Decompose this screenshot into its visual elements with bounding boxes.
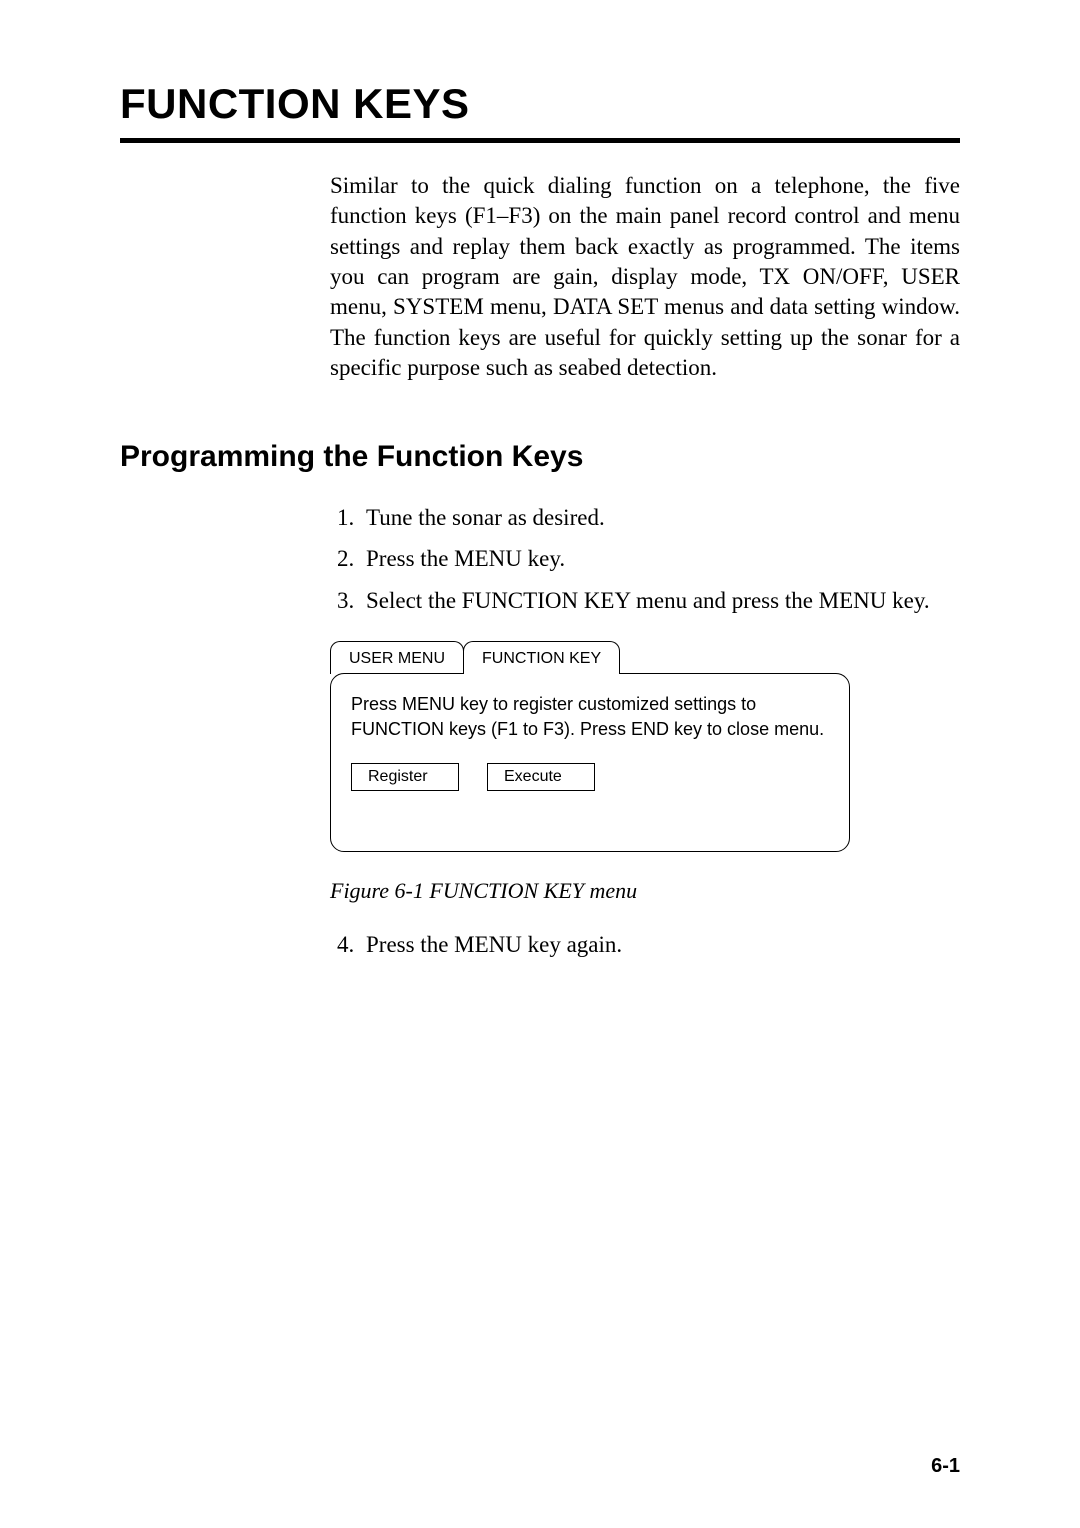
step-item: Tune the sonar as desired. bbox=[360, 500, 960, 536]
steps-list-before: Tune the sonar as desired. Press the MEN… bbox=[330, 500, 960, 619]
tab-user-menu: USER MENU bbox=[330, 641, 464, 674]
figure-wrap: USER MENU FUNCTION KEY Press MENU key to… bbox=[330, 641, 850, 904]
figure-caption: Figure 6-1 FUNCTION KEY menu bbox=[330, 878, 850, 904]
register-button: Register bbox=[351, 763, 459, 791]
title-rule bbox=[120, 138, 960, 143]
step-item: Select the FUNCTION KEY menu and press t… bbox=[360, 583, 960, 619]
page-number: 6-1 bbox=[931, 1455, 960, 1478]
section-title: Programming the Function Keys bbox=[120, 440, 960, 474]
steps-list-after: Press the MENU key again. bbox=[330, 927, 960, 963]
step-item: Press the MENU key again. bbox=[360, 927, 960, 963]
intro-paragraph: Similar to the quick dialing function on… bbox=[330, 171, 960, 384]
step-item: Press the MENU key. bbox=[360, 541, 960, 577]
tab-row: USER MENU FUNCTION KEY bbox=[330, 641, 850, 674]
menu-panel-text: Press MENU key to register customized se… bbox=[351, 692, 833, 741]
menu-panel-buttons: Register Execute bbox=[351, 763, 833, 791]
tab-function-key: FUNCTION KEY bbox=[463, 641, 620, 674]
function-key-menu-diagram: USER MENU FUNCTION KEY Press MENU key to… bbox=[330, 641, 850, 852]
document-page: FUNCTION KEYS Similar to the quick diali… bbox=[0, 0, 1080, 1528]
execute-button: Execute bbox=[487, 763, 595, 791]
chapter-title: FUNCTION KEYS bbox=[120, 80, 960, 128]
menu-panel: Press MENU key to register customized se… bbox=[330, 673, 850, 852]
